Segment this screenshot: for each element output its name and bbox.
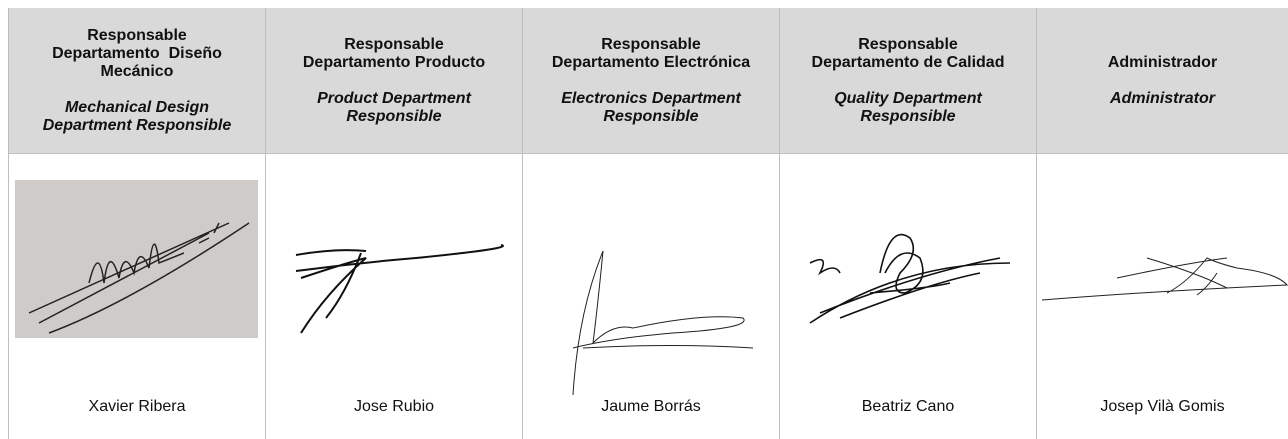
header-cell: Responsable Departamento de Calidad Qualit… bbox=[780, 8, 1036, 154]
header-cell: Responsable Departamento Diseño Mecánico Me… bbox=[9, 8, 265, 154]
signer-name: Beatriz Cano bbox=[861, 398, 955, 415]
signature bbox=[15, 180, 258, 338]
signature bbox=[809, 233, 1011, 324]
header-cell: Responsable Departamento Producto Product … bbox=[266, 8, 522, 154]
title-en: Administrator bbox=[1110, 90, 1215, 108]
title-line: Departamento Diseño bbox=[52, 44, 222, 62]
column: Administrador Administrator Josep Vilà Gom… bbox=[1036, 8, 1288, 439]
title-es: Responsable Departamento Electrónica bbox=[552, 36, 750, 72]
title-line: Administrator bbox=[1110, 89, 1215, 107]
title-es: Administrador bbox=[1108, 54, 1217, 72]
column: Responsable Departamento Electrónica Elect… bbox=[522, 8, 779, 439]
title-line: Product Department bbox=[317, 89, 471, 107]
title-line: Responsible bbox=[860, 107, 956, 125]
title-line: Responsable bbox=[87, 26, 187, 44]
title-line: Responsable bbox=[858, 35, 958, 53]
column: Responsable Departamento Diseño Mecánico Me… bbox=[8, 8, 265, 439]
title-line: Administrador bbox=[1107, 53, 1218, 71]
signature bbox=[572, 250, 754, 396]
title-line: Departamento Producto bbox=[302, 53, 486, 71]
column: Responsable Departamento Producto Product … bbox=[265, 8, 522, 439]
signer-name: Jaume Borrás bbox=[601, 398, 701, 415]
title-line: Department Responsible bbox=[42, 116, 232, 134]
title-en: Product Department Responsible bbox=[317, 90, 471, 126]
title-line: Electronics Department bbox=[561, 89, 741, 107]
signer-name: Xavier Ribera bbox=[88, 398, 186, 415]
title-line: Departamento de Calidad bbox=[811, 53, 1005, 71]
title-line: Responsible bbox=[603, 107, 699, 125]
signer-name: Jose Rubio bbox=[353, 398, 435, 415]
title-es: Responsable Departamento Producto bbox=[303, 36, 485, 72]
title-en: Mechanical Design Department Responsible bbox=[43, 99, 231, 135]
header-cell: Administrador Administrator bbox=[1037, 8, 1288, 154]
title-en: Quality Department Responsible bbox=[834, 90, 982, 126]
column: Responsable Departamento de Calidad Qualit… bbox=[779, 8, 1036, 439]
title-line: Responsable bbox=[601, 35, 701, 53]
title-line: Responsible bbox=[346, 107, 442, 125]
title-line: Departamento Electrónica bbox=[551, 53, 751, 71]
title-line: Mecánico bbox=[100, 62, 174, 80]
signature bbox=[295, 244, 504, 334]
signature bbox=[1041, 257, 1288, 301]
header-cell: Responsable Departamento Electrónica Elect… bbox=[523, 8, 779, 154]
signer-name: Josep Vilà Gomis bbox=[1100, 398, 1225, 415]
title-es: Responsable Departamento Diseño Mecánico bbox=[52, 27, 222, 81]
title-en: Electronics Department Responsible bbox=[561, 90, 741, 126]
title-es: Responsable Departamento de Calidad bbox=[812, 36, 1005, 72]
title-line: Mechanical Design bbox=[64, 98, 210, 116]
title-line: Responsable bbox=[344, 35, 444, 53]
title-line: Quality Department bbox=[834, 89, 982, 107]
